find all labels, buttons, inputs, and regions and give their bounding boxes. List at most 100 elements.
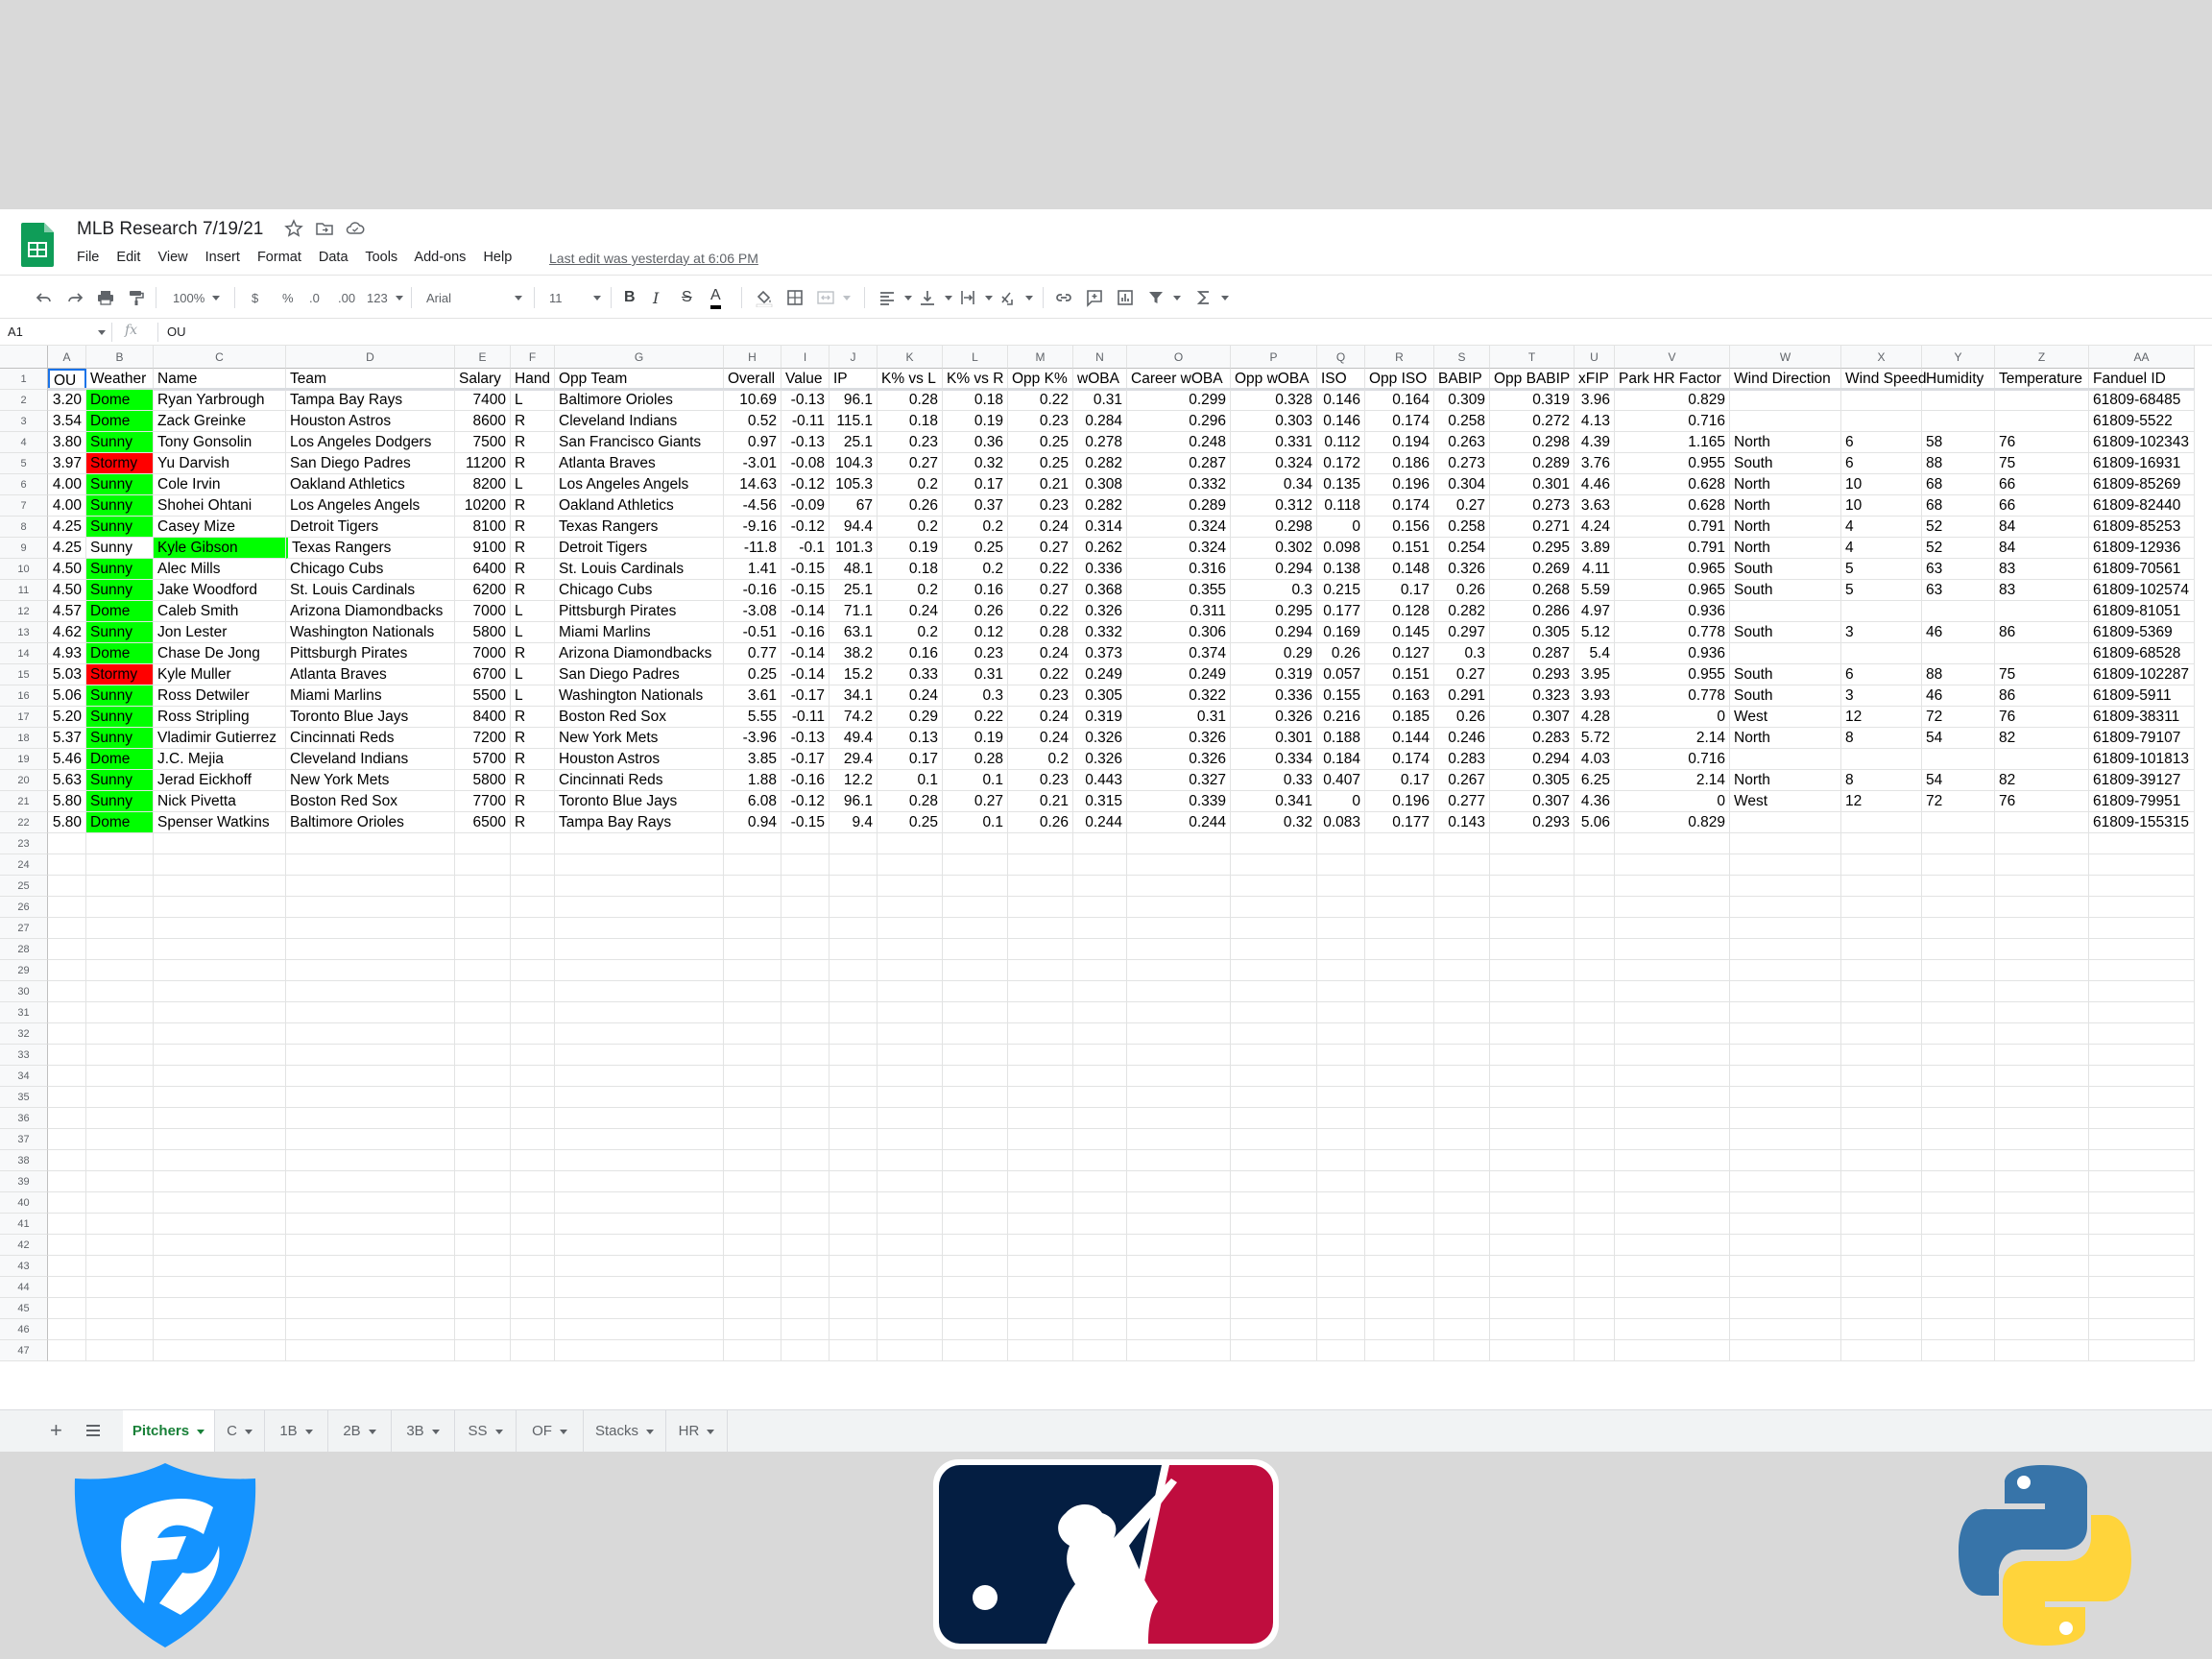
- cell[interactable]: [286, 1171, 455, 1192]
- cell[interactable]: [1730, 1045, 1841, 1066]
- cell[interactable]: [1365, 1150, 1434, 1171]
- column-header-k[interactable]: K: [878, 346, 943, 369]
- cell[interactable]: 84: [1995, 517, 2089, 538]
- cell[interactable]: [1615, 1087, 1730, 1108]
- cell[interactable]: [86, 1171, 154, 1192]
- cell[interactable]: 0.155: [1317, 685, 1365, 707]
- cell[interactable]: [1615, 876, 1730, 897]
- cell[interactable]: [48, 833, 86, 854]
- cell[interactable]: [1922, 1002, 1995, 1023]
- cell[interactable]: 0.174: [1365, 749, 1434, 770]
- cell[interactable]: [724, 981, 781, 1002]
- cell[interactable]: 34.1: [830, 685, 878, 707]
- cell[interactable]: 4.93: [48, 643, 86, 664]
- cell[interactable]: 0.273: [1490, 495, 1575, 517]
- cell[interactable]: [1317, 1171, 1365, 1192]
- cell[interactable]: [154, 1298, 286, 1319]
- cell[interactable]: [830, 1066, 878, 1087]
- cell[interactable]: [48, 918, 86, 939]
- cell[interactable]: 0.339: [1127, 791, 1231, 812]
- cell[interactable]: 0.303: [1231, 411, 1317, 432]
- cell[interactable]: [878, 960, 943, 981]
- cell[interactable]: [1841, 1235, 1922, 1256]
- cell[interactable]: [286, 1150, 455, 1171]
- select-all-corner[interactable]: [0, 346, 48, 369]
- cell[interactable]: [555, 1171, 724, 1192]
- cell[interactable]: [86, 1087, 154, 1108]
- cell[interactable]: 0.291: [1434, 685, 1490, 707]
- cell[interactable]: [830, 1298, 878, 1319]
- cell[interactable]: R: [511, 517, 555, 538]
- cell[interactable]: [455, 833, 511, 854]
- cell[interactable]: 0.244: [1073, 812, 1127, 833]
- cell[interactable]: 6200: [455, 580, 511, 601]
- header-cell[interactable]: Name: [154, 369, 286, 390]
- cell[interactable]: 0.332: [1073, 622, 1127, 643]
- cell[interactable]: [1073, 1150, 1127, 1171]
- cell[interactable]: [154, 1002, 286, 1023]
- cell[interactable]: [830, 897, 878, 918]
- cell[interactable]: L: [511, 601, 555, 622]
- header-cell[interactable]: ISO: [1317, 369, 1365, 390]
- sheet-tab-pitchers[interactable]: Pitchers: [123, 1410, 215, 1452]
- cell[interactable]: [455, 854, 511, 876]
- cell[interactable]: [2089, 1214, 2195, 1235]
- header-cell[interactable]: BABIP: [1434, 369, 1490, 390]
- cell[interactable]: [830, 918, 878, 939]
- cell[interactable]: 0.23: [1008, 770, 1073, 791]
- cell[interactable]: [1490, 1066, 1575, 1087]
- cell[interactable]: [724, 1150, 781, 1171]
- cell[interactable]: 0.2: [1008, 749, 1073, 770]
- cell[interactable]: [1434, 1214, 1490, 1235]
- cell[interactable]: [1922, 876, 1995, 897]
- cell[interactable]: [1575, 1319, 1615, 1340]
- cell[interactable]: [1317, 833, 1365, 854]
- cell[interactable]: 0.112: [1317, 432, 1365, 453]
- cell[interactable]: 0: [1317, 517, 1365, 538]
- cell[interactable]: [1434, 854, 1490, 876]
- cell[interactable]: R: [511, 749, 555, 770]
- cell[interactable]: 0.955: [1615, 453, 1730, 474]
- cell[interactable]: 0.289: [1127, 495, 1231, 517]
- cell[interactable]: 3: [1841, 685, 1922, 707]
- row-header[interactable]: 14: [0, 643, 48, 664]
- cell[interactable]: 0.294: [1231, 559, 1317, 580]
- cell[interactable]: [1073, 1256, 1127, 1277]
- cell[interactable]: [1073, 1340, 1127, 1361]
- cell[interactable]: 0.308: [1073, 474, 1127, 495]
- cell[interactable]: 0.127: [1365, 643, 1434, 664]
- cell[interactable]: [2089, 1277, 2195, 1298]
- cell[interactable]: [1730, 1319, 1841, 1340]
- cell[interactable]: [555, 854, 724, 876]
- cell[interactable]: 2.14: [1615, 728, 1730, 749]
- cell[interactable]: [1922, 939, 1995, 960]
- cell[interactable]: [1575, 1256, 1615, 1277]
- cell[interactable]: 71.1: [830, 601, 878, 622]
- cell[interactable]: [1841, 939, 1922, 960]
- cell[interactable]: 0.146: [1317, 411, 1365, 432]
- cell[interactable]: [1575, 918, 1615, 939]
- cell[interactable]: [48, 1277, 86, 1298]
- header-cell[interactable]: Fanduel ID: [2089, 369, 2195, 390]
- cell[interactable]: [1008, 833, 1073, 854]
- cell[interactable]: [1127, 1340, 1231, 1361]
- star-icon[interactable]: [284, 219, 303, 238]
- cell[interactable]: [1490, 1171, 1575, 1192]
- cell[interactable]: [154, 1171, 286, 1192]
- header-cell[interactable]: IP: [830, 369, 878, 390]
- cell[interactable]: [781, 1045, 830, 1066]
- cell[interactable]: [1995, 1108, 2089, 1129]
- cell[interactable]: [830, 1087, 878, 1108]
- cell[interactable]: 0.324: [1127, 538, 1231, 559]
- row-header[interactable]: 36: [0, 1108, 48, 1129]
- cell[interactable]: [781, 1023, 830, 1045]
- cell[interactable]: [1317, 876, 1365, 897]
- cell[interactable]: Stormy: [86, 453, 154, 474]
- column-header-r[interactable]: R: [1365, 346, 1434, 369]
- chevron-down-icon[interactable]: [304, 1429, 313, 1434]
- cell[interactable]: [724, 1256, 781, 1277]
- cell[interactable]: [286, 1319, 455, 1340]
- cell[interactable]: [1995, 1340, 2089, 1361]
- cell[interactable]: 3.89: [1575, 538, 1615, 559]
- cell[interactable]: 96.1: [830, 390, 878, 411]
